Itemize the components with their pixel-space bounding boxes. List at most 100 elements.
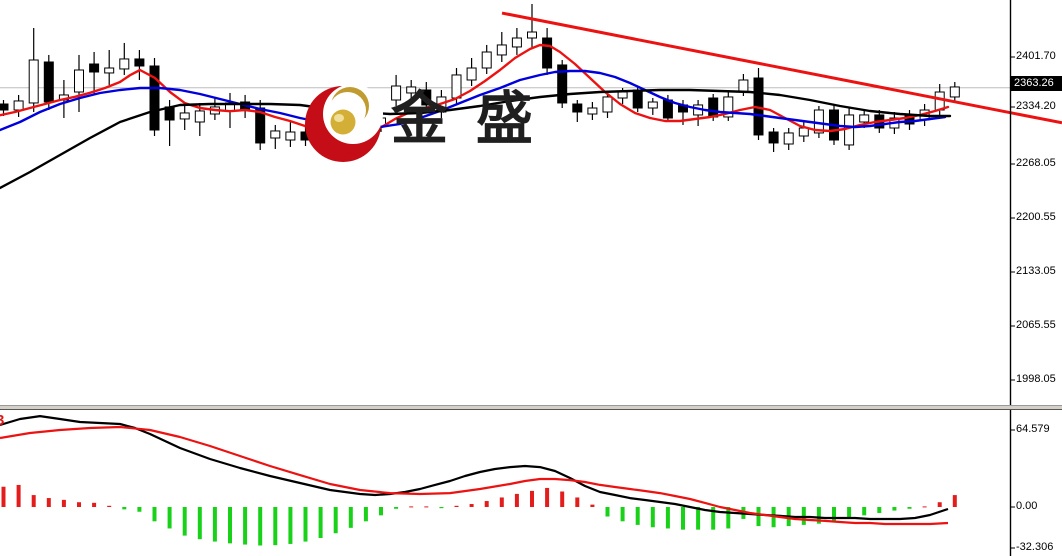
histogram-bar-down	[832, 507, 836, 522]
candle	[753, 68, 764, 140]
histogram-bar-up	[590, 504, 595, 507]
histogram-bar-up	[409, 506, 414, 508]
candle	[270, 124, 281, 149]
histogram-bar-down	[439, 507, 444, 509]
ma-mid-blue-line	[0, 69, 947, 132]
macd-line	[0, 414, 949, 521]
histogram-bar-up	[530, 490, 534, 507]
candle	[149, 58, 160, 136]
histogram-bar-down	[122, 507, 127, 510]
histogram-bar-down	[892, 507, 897, 511]
histogram-bar-up	[454, 505, 459, 507]
histogram-bar-up	[575, 497, 580, 507]
histogram-bar-up	[61, 499, 66, 507]
histogram-bar-down	[681, 507, 685, 530]
current-price-value: 2363.26	[1014, 77, 1054, 89]
indicator-axis-label: 0.00	[1016, 500, 1038, 512]
price-axis-label: 2401.70	[1016, 50, 1056, 62]
histogram-bar-down	[303, 507, 308, 542]
histogram-bar-up	[545, 487, 550, 507]
candle	[557, 60, 568, 108]
histogram-bar-down	[333, 507, 338, 534]
candle	[285, 122, 296, 147]
histogram-bar-down	[650, 507, 655, 528]
candle	[119, 42, 130, 75]
candle	[74, 54, 84, 112]
histogram-bar-down	[605, 507, 610, 517]
histogram-bar-down	[756, 507, 761, 527]
indicator-axis-label: -32.306	[1016, 541, 1054, 553]
histogram-bar-up	[937, 502, 942, 507]
candle	[179, 104, 190, 130]
histogram-bar-up	[484, 501, 489, 507]
candle	[13, 94, 24, 117]
price-axis-label: 1998.05	[1016, 373, 1056, 385]
current-price-tag: 2363.26	[1011, 76, 1062, 91]
histogram-bar-down	[877, 507, 882, 513]
candle	[89, 52, 100, 95]
histogram-bar-down	[318, 507, 323, 538]
candle	[723, 92, 734, 121]
histogram-bar-down	[635, 507, 640, 525]
candle	[511, 28, 522, 55]
histogram-bar-up	[469, 504, 474, 507]
candle	[602, 94, 613, 118]
price-axis-label: 2268.05	[1016, 157, 1056, 169]
candle	[572, 100, 583, 122]
candle	[768, 128, 779, 152]
candle	[693, 100, 704, 126]
candle	[527, 4, 537, 48]
histogram-bar-down	[197, 507, 202, 540]
candle	[481, 44, 492, 74]
price-axis-label: 2334.20	[1016, 100, 1056, 112]
candle	[28, 28, 39, 112]
histogram-bar-down	[243, 507, 248, 545]
histogram-bar-up	[499, 497, 504, 507]
candle	[421, 82, 432, 110]
histogram-bar-down	[228, 507, 232, 544]
candle	[104, 50, 115, 85]
histogram-bar-up	[952, 495, 957, 507]
indicator-axis-label: 64.579	[1016, 423, 1050, 435]
histogram-bar-down	[348, 507, 353, 528]
histogram-bar-down	[394, 507, 399, 509]
pane-separator[interactable]	[0, 405, 1062, 410]
price-axis-label: 2065.55	[1016, 319, 1056, 331]
price-axis-label: 2133.05	[1016, 265, 1056, 277]
histogram-bar-down	[847, 507, 852, 519]
candle	[647, 98, 658, 115]
candle	[783, 128, 794, 150]
histogram-bar-up	[424, 506, 429, 508]
macd-indicator-pane[interactable]	[0, 410, 1062, 556]
histogram-bar-down	[665, 507, 670, 529]
histogram-bar-down	[907, 507, 912, 509]
candle	[134, 50, 145, 80]
histogram-bar-down	[167, 507, 172, 529]
histogram-bar-up	[1, 486, 6, 507]
histogram-bar-down	[273, 507, 278, 546]
candle	[949, 82, 960, 103]
histogram-bar-down	[212, 507, 217, 542]
histogram-bar-up	[46, 498, 51, 507]
histogram-bar-down	[862, 507, 867, 516]
histogram-bar-up	[16, 484, 21, 507]
indicator-label-fragment: 3	[0, 412, 5, 429]
price-chart-pane[interactable]	[0, 0, 1062, 405]
candle	[406, 80, 417, 100]
histogram-bar-down	[363, 507, 368, 522]
histogram-bar-up	[514, 493, 519, 507]
candle	[587, 102, 598, 120]
histogram-bar-down	[816, 507, 821, 524]
histogram-bar-up	[560, 491, 565, 507]
histogram-bar-up	[922, 506, 927, 508]
histogram-bar-down	[711, 507, 716, 530]
descending-trendline[interactable]	[501, 11, 1062, 125]
histogram-bar-up	[77, 502, 81, 507]
signal-line	[0, 425, 949, 526]
histogram-bar-up	[31, 495, 36, 507]
candle	[496, 32, 507, 62]
ma-slow-black-line	[0, 88, 952, 190]
histogram-bar-down	[258, 507, 263, 546]
histogram-bar-down	[137, 507, 142, 512]
